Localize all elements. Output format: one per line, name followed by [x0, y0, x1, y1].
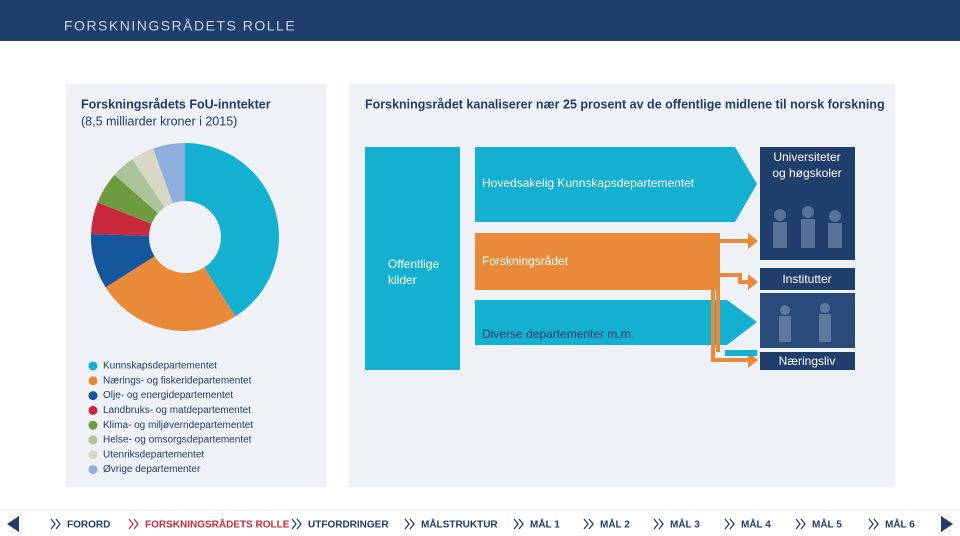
chart-title: Forskningsrådets FoU-inntekter — [81, 97, 271, 111]
diagram-title: Forskningsrådet kanaliserer nær 25 prose… — [365, 97, 885, 111]
legend-label: Nærings- og fiskeridepartementet — [103, 375, 252, 386]
chart-subtitle: (8,5 milliarder kroner i 2015) — [81, 114, 237, 128]
pie-slice — [185, 143, 279, 317]
nav-link[interactable]: FORORD — [67, 520, 110, 531]
photo — [760, 293, 855, 348]
legend-marker — [88, 450, 98, 460]
legend-label: Klima- og miljøverndepartementet — [103, 420, 253, 431]
nav-link[interactable]: FORSKNINGSRÅDETS ROLLE — [145, 518, 290, 531]
legend-label: Utenriksdepartementet — [103, 449, 204, 460]
channel-box — [475, 147, 757, 222]
nav-link[interactable]: MÅL 4 — [741, 518, 771, 531]
connectors — [700, 239, 750, 362]
nav-chevron — [583, 518, 594, 530]
nav-link[interactable]: MÅLSTRUKTUR — [421, 518, 498, 531]
legend-label: Olje- og energidepartementet — [103, 390, 233, 401]
header-bar — [0, 0, 960, 41]
nav-chevron — [50, 518, 61, 530]
pie-slice — [114, 159, 165, 214]
legend-label: Landbruks- og matdepartementet — [103, 405, 251, 416]
legend-marker — [88, 420, 98, 430]
legend-marker — [88, 361, 98, 371]
nav-link[interactable]: MÅL 1 — [530, 518, 560, 531]
legend-marker — [88, 391, 98, 401]
recipient-label: og høgskoler — [772, 166, 841, 180]
nav-chevron — [128, 518, 139, 530]
nav-chevron — [513, 518, 524, 530]
nav-link[interactable]: MÅL 6 — [885, 518, 915, 531]
nav-chevron — [868, 518, 879, 530]
pie-slice — [153, 143, 185, 204]
connector — [725, 350, 757, 356]
pie-slice — [132, 148, 173, 208]
source-label: Offentlige — [388, 257, 439, 271]
nav-chevron — [291, 518, 302, 530]
nav-link[interactable]: MÅL 3 — [670, 518, 700, 531]
nav-link[interactable]: UTFORDRINGER — [308, 520, 389, 531]
nav-chevron — [404, 518, 415, 530]
pie-slice — [91, 202, 152, 236]
source-label: kilder — [388, 273, 417, 287]
diagram — [365, 147, 855, 370]
legend-marker — [88, 435, 98, 445]
legend-label: Helse- og omsorgsdepartementet — [103, 435, 252, 446]
nav-chevron — [795, 518, 806, 530]
next-button[interactable] — [941, 516, 953, 532]
prev-button[interactable] — [7, 516, 19, 532]
nav-link[interactable]: MÅL 2 — [600, 518, 630, 531]
recipient-label: Næringsliv — [779, 354, 836, 368]
legend-marker — [88, 376, 98, 386]
channel-label: Diverse departementer m.m. — [482, 327, 634, 341]
channel-label: Hovedsakelig Kunnskapsdepartementet — [482, 176, 695, 190]
channel-label: Forskningsrådet — [482, 254, 569, 268]
pie-slice — [91, 234, 155, 288]
nav-chevron — [653, 518, 664, 530]
nav-link[interactable]: MÅL 5 — [812, 518, 842, 531]
pie-slice — [97, 174, 158, 224]
legend-marker — [88, 405, 98, 415]
channel-box — [475, 233, 720, 290]
pie-slice — [105, 256, 236, 331]
legend-label: Øvrige departementer — [103, 464, 201, 475]
recipient-box — [760, 268, 855, 290]
nav-chevron — [724, 518, 735, 530]
photo-figures — [773, 206, 842, 342]
source-box — [365, 147, 460, 370]
legend-marker — [88, 465, 98, 475]
legend-label: Kunnskapsdepartementet — [103, 361, 217, 372]
header-title: FORSKNINGSRÅDETS ROLLE — [64, 18, 296, 34]
recipient-box — [760, 352, 855, 370]
recipient-label: Institutter — [782, 272, 831, 286]
recipient-label: Universiteter — [773, 150, 840, 164]
nav: FORORD FORSKNINGSRÅDETS ROLLE UTFORDRINGER… — [50, 518, 915, 531]
channel-box — [475, 300, 757, 345]
